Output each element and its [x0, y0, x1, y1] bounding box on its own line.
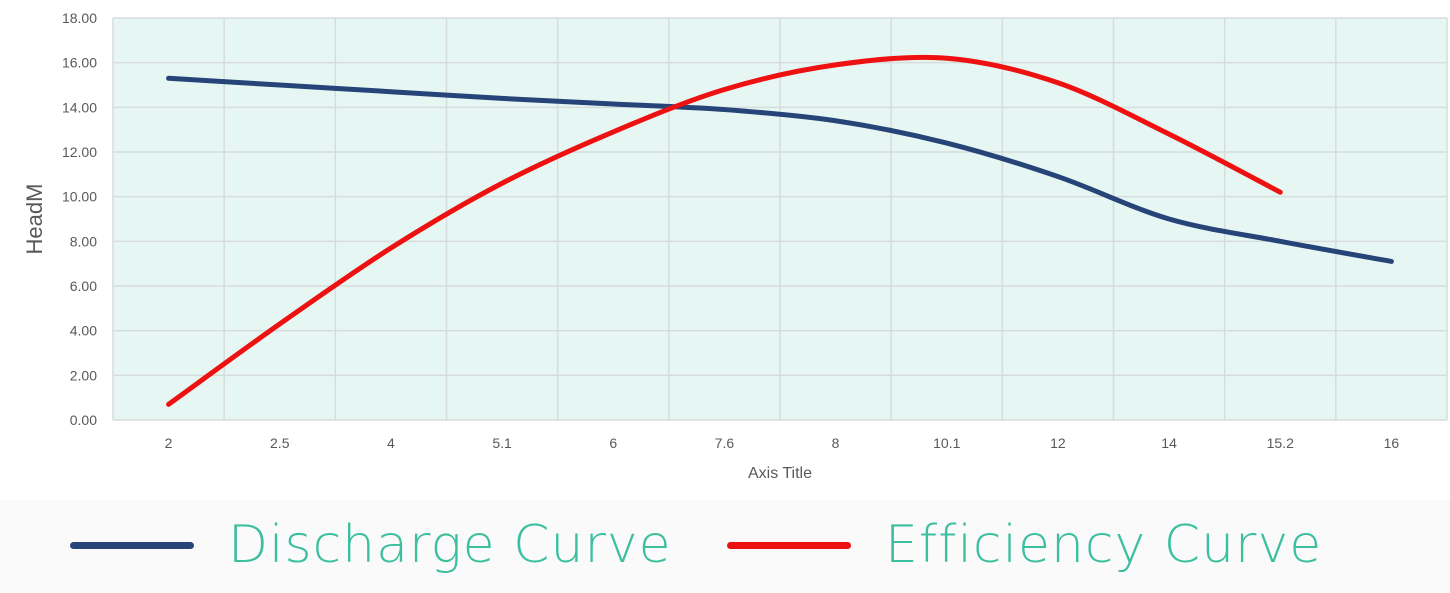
y-tick-label: 6.00 [70, 278, 97, 294]
y-axis-title: HeadM [22, 184, 47, 255]
series-line-efficiency-curve [166, 54, 1283, 407]
y-tick-label: 8.00 [70, 233, 97, 249]
series-line-discharge-curve [166, 75, 1394, 264]
y-tick-label: 4.00 [70, 323, 97, 339]
x-tick-label: 4 [387, 435, 395, 451]
y-tick-label: 16.00 [62, 55, 97, 71]
legend-swatch-discharge [70, 541, 194, 549]
x-tick-label: 15.2 [1267, 435, 1294, 451]
legend-item-discharge: Discharge Curve [70, 510, 672, 580]
y-tick-label: 2.00 [70, 367, 97, 383]
x-tick-label: 2 [165, 435, 173, 451]
x-tick-label: 10.1 [933, 435, 960, 451]
x-tick-label: 14 [1161, 435, 1177, 451]
y-tick-label: 0.00 [70, 412, 97, 428]
gridlines [112, 17, 1448, 421]
legend-item-efficiency: Efficiency Curve [727, 510, 1322, 580]
legend-label-discharge: Discharge Curve [228, 515, 672, 575]
y-tick-label: 10.00 [62, 189, 97, 205]
x-tick-label: 2.5 [270, 435, 290, 451]
x-tick-label: 16 [1384, 435, 1400, 451]
x-tick-label: 8 [832, 435, 840, 451]
y-tick-label: 14.00 [62, 99, 97, 115]
y-axis-ticks: 0.00 2.00 4.00 6.00 8.00 10.00 12.00 14.00 16.00… [62, 10, 97, 428]
x-tick-label: 7.6 [715, 435, 735, 451]
y-tick-label: 18.00 [62, 10, 97, 26]
x-tick-label: 5.1 [492, 435, 512, 451]
series-lines [166, 54, 1394, 407]
legend-swatch-efficiency [727, 541, 851, 549]
line-chart: 0.00 2.00 4.00 6.00 8.00 10.00 12.00 14.00 16.00… [22, 10, 1448, 482]
x-axis-title: Axis Title [748, 465, 812, 482]
y-tick-label: 12.00 [62, 144, 97, 160]
legend: Discharge Curve Efficiency Curve [0, 500, 1450, 593]
x-tick-label: 6 [609, 435, 617, 451]
x-tick-label: 12 [1050, 435, 1066, 451]
x-axis-ticks: 2 2.5 4 5.1 6 7.6 8 10.1 12 14 15.2 16 [165, 435, 1400, 451]
legend-label-efficiency: Efficiency Curve [885, 515, 1323, 575]
